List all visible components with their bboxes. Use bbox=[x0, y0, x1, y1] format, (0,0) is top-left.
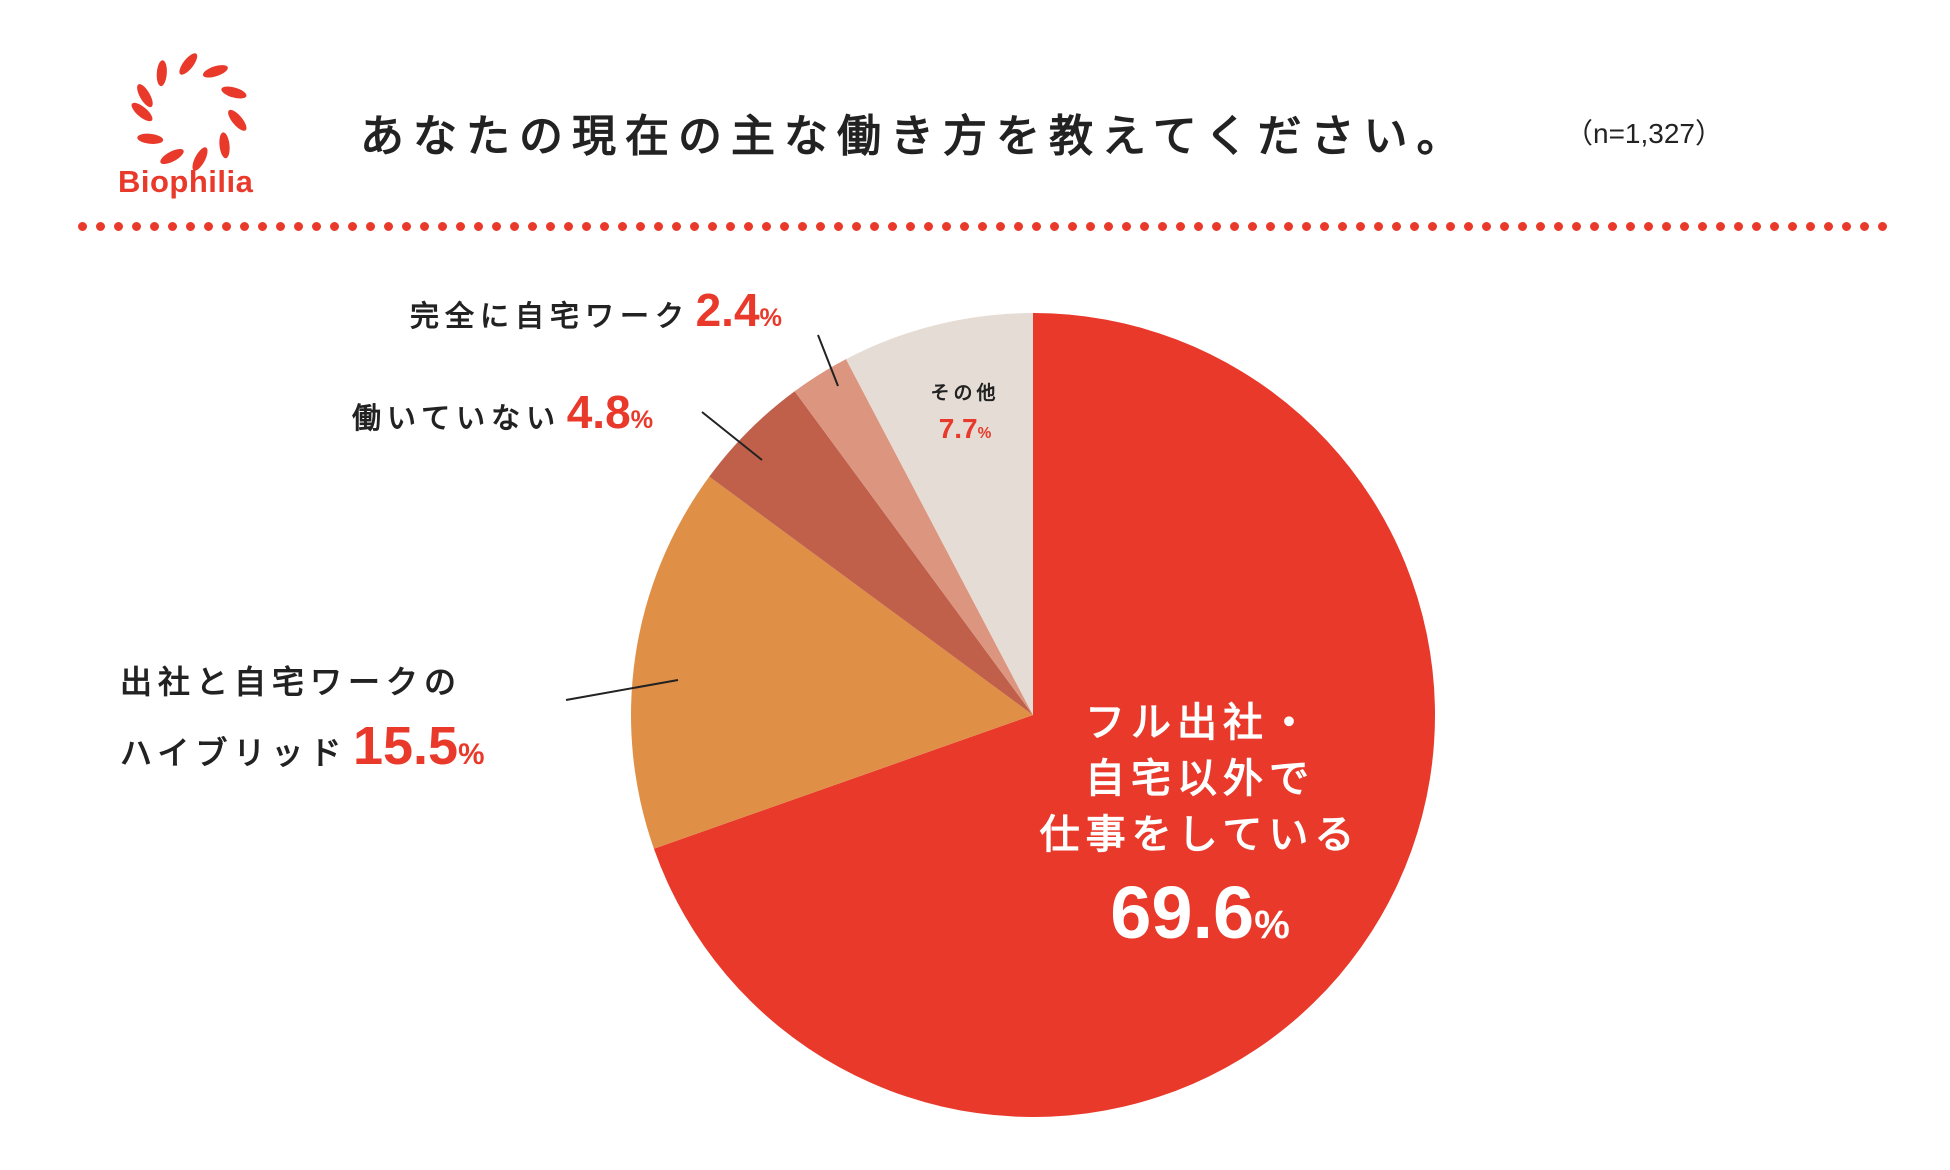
page-title: あなたの現在の主な働き方を教えてください。 bbox=[360, 111, 1470, 162]
logo-text: Biophilia bbox=[118, 164, 254, 199]
percent-sign-full-office: % bbox=[1254, 903, 1290, 947]
label-full-office-line-1: フル出社・ bbox=[1085, 700, 1315, 746]
value-full-home: 2.4 bbox=[695, 284, 760, 336]
label-hybrid-line-1: 出社と自宅ワークの bbox=[120, 663, 463, 701]
percent-sign-not-working: % bbox=[630, 406, 654, 434]
logo-leaf-icon bbox=[137, 133, 164, 144]
pie-slice-not-working bbox=[709, 391, 1033, 715]
label-full-home-text: 完全に自宅ワーク bbox=[410, 299, 691, 333]
value-full-office: 69.6 bbox=[1110, 871, 1255, 954]
label-other-text: その他 bbox=[930, 382, 1000, 404]
logo-leaf-icon bbox=[137, 84, 153, 108]
logo-leaf-icon bbox=[160, 148, 184, 165]
label-full-office-line-2: 自宅以外で bbox=[1085, 756, 1315, 802]
label-not-working-text: 働いていない bbox=[352, 401, 562, 435]
logo-leaf-icon bbox=[179, 53, 198, 75]
logo-leaf-icon bbox=[228, 109, 247, 131]
value-hybrid: 15.5 bbox=[352, 716, 459, 776]
logo-leaf-icon bbox=[156, 60, 167, 87]
leader-line-hybrid bbox=[565, 679, 679, 701]
label-hybrid: 出社と自宅ワークの ハイブリッド 15.5% bbox=[120, 652, 484, 793]
percent-sign-full-home: % bbox=[759, 304, 783, 332]
logo-leaf-icon bbox=[131, 102, 153, 122]
pie-slice-hybrid bbox=[631, 476, 1033, 849]
logo-leaf-icon bbox=[219, 132, 230, 159]
label-full-office-line-3: 仕事をしている bbox=[1039, 812, 1361, 858]
leader-line-not-working bbox=[701, 411, 763, 461]
dotted-divider bbox=[78, 222, 1888, 231]
label-hybrid-line-2: ハイブリッド bbox=[120, 734, 348, 772]
label-not-working: 働いていない 4.8% bbox=[352, 384, 653, 451]
logo-leaf-icon bbox=[221, 86, 247, 99]
logo-leaf-icon bbox=[202, 65, 228, 78]
pie-slice-other bbox=[846, 313, 1033, 715]
percent-sign-hybrid: % bbox=[458, 738, 485, 771]
value-other: 7.7 bbox=[938, 413, 978, 444]
value-not-working: 4.8 bbox=[566, 386, 631, 438]
leader-line-full-home bbox=[817, 334, 839, 387]
percent-sign-other: % bbox=[977, 425, 992, 442]
logo-leaf-icon bbox=[192, 147, 208, 171]
biophilia-logo-wreath-icon bbox=[131, 53, 247, 171]
label-full-home: 完全に自宅ワーク 2.4% bbox=[410, 282, 782, 349]
sample-size: （n=1,327） bbox=[1565, 118, 1723, 149]
pie-slice-full-home bbox=[794, 359, 1033, 715]
label-full-office: フル出社・ 自宅以外で 仕事をしている 69.6% bbox=[1030, 695, 1370, 975]
pie-slice-full-office bbox=[653, 313, 1436, 1117]
label-other: その他 7.7% bbox=[915, 378, 1015, 455]
